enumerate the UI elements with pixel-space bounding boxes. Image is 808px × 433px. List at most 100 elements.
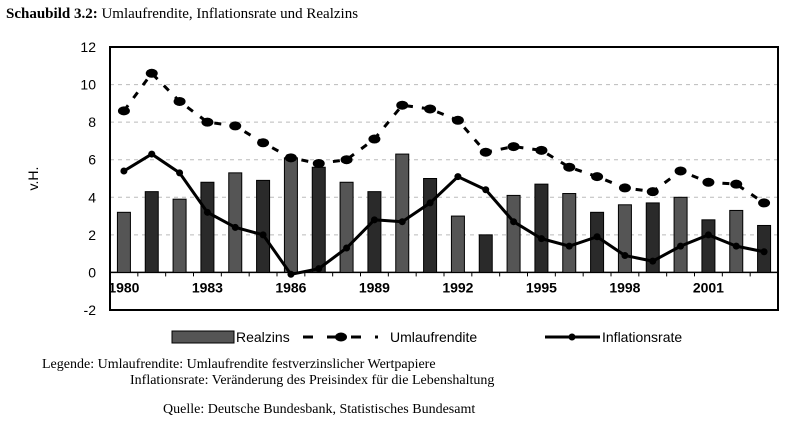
marker-inflationsrate — [426, 199, 434, 207]
legend-swatch-realzins — [171, 330, 235, 344]
source-note: Quelle: Deutsche Bundesbank, Statistisch… — [163, 402, 476, 417]
bar-realzins — [450, 215, 465, 273]
marker-inflationsrate — [510, 218, 518, 226]
figure-number: Schaubild 3.2: — [6, 6, 98, 22]
marker-umlaufrendite — [284, 153, 297, 163]
bar-realzins — [478, 234, 493, 273]
marker-inflationsrate — [370, 216, 378, 224]
bar-realzins — [200, 181, 215, 273]
marker-umlaufrendite — [591, 172, 604, 182]
legend-label-inflationsrate: Inflationsrate — [602, 329, 682, 345]
x-tick-label: 1983 — [192, 279, 223, 295]
legend-marker-inflationsrate — [568, 333, 576, 341]
y-tick-label: 12 — [80, 39, 96, 55]
marker-umlaufrendite — [618, 183, 631, 193]
marker-umlaufrendite — [758, 198, 771, 208]
line-umlaufrendite — [122, 71, 765, 205]
marker-inflationsrate — [148, 150, 156, 158]
y-tick-label: 6 — [88, 152, 96, 168]
y-tick-label: 0 — [88, 264, 96, 280]
y-tick-label: 2 — [88, 227, 96, 243]
bar-realzins — [645, 202, 660, 273]
bar-realzins — [172, 198, 187, 273]
x-tick-label: 2001 — [693, 279, 724, 295]
marker-inflationsrate — [287, 270, 295, 278]
x-tick-label: 1992 — [442, 279, 473, 295]
marker-inflationsrate — [760, 248, 768, 256]
marker-umlaufrendite — [396, 100, 409, 110]
bar-realzins — [395, 153, 410, 273]
marker-umlaufrendite — [340, 155, 353, 165]
x-tick-label: 1989 — [359, 279, 390, 295]
y-axis-label: v.H. — [25, 167, 41, 191]
marker-inflationsrate — [565, 242, 573, 250]
marker-umlaufrendite — [730, 179, 743, 189]
marker-inflationsrate — [176, 169, 184, 177]
bar-realzins — [506, 194, 521, 273]
legend-note-1: Legende: Umlaufrendite: Umlaufrendite fe… — [42, 357, 436, 372]
x-tick-label: 1980 — [108, 279, 139, 295]
plot-frame — [109, 46, 779, 311]
marker-umlaufrendite — [674, 166, 687, 176]
marker-umlaufrendite — [229, 121, 242, 131]
marker-inflationsrate — [315, 265, 323, 273]
bar-realzins — [534, 183, 549, 273]
chart: -2 0 2 4 6 8 10 12 v.H. 1980 1983 1986 1989 1992 1995 1… — [25, 39, 779, 345]
bar-realzins — [116, 211, 131, 273]
marker-inflationsrate — [482, 186, 490, 194]
marker-inflationsrate — [398, 218, 406, 226]
bar-realzins — [590, 211, 605, 273]
marker-umlaufrendite — [312, 158, 325, 168]
bar-realzins — [729, 209, 744, 273]
marker-umlaufrendite — [145, 68, 158, 78]
bar-realzins — [144, 191, 159, 273]
chart-title: Schaubild 3.2: Umlaufrendite, Inflations… — [6, 6, 358, 23]
marker-umlaufrendite — [563, 162, 576, 172]
line-inflationsrate — [123, 152, 765, 276]
bar-realzins — [367, 191, 382, 273]
marker-inflationsrate — [621, 252, 629, 260]
marker-umlaufrendite — [201, 117, 214, 127]
bar-realzins — [617, 204, 632, 273]
marker-inflationsrate — [704, 231, 712, 239]
legend-label-umlaufrendite: Umlaufrendite — [390, 329, 477, 345]
marker-umlaufrendite — [173, 96, 186, 106]
bar-realzins — [701, 219, 716, 273]
marker-umlaufrendite — [702, 177, 715, 187]
marker-inflationsrate — [454, 173, 462, 181]
bar-realzins — [256, 179, 271, 273]
marker-inflationsrate — [120, 167, 128, 175]
y-tick-label: 4 — [88, 189, 96, 205]
legend-marker-umlaufrendite — [335, 332, 347, 342]
y-tick-label: 10 — [80, 77, 96, 93]
marker-umlaufrendite — [646, 187, 659, 197]
y-tick-label: -2 — [84, 302, 97, 318]
marker-umlaufrendite — [507, 142, 520, 152]
legend-label-realzins: Realzins — [236, 329, 290, 345]
marker-umlaufrendite — [424, 104, 437, 114]
x-tick-label: 1995 — [526, 279, 557, 295]
marker-inflationsrate — [537, 235, 545, 243]
marker-umlaufrendite — [257, 138, 270, 148]
bar-realzins — [562, 193, 577, 273]
bar-realzins — [673, 196, 688, 273]
bar-realzins — [228, 172, 243, 273]
marker-inflationsrate — [343, 244, 351, 252]
bar-realzins — [283, 157, 298, 273]
marker-umlaufrendite — [479, 147, 492, 157]
marker-umlaufrendite — [451, 115, 464, 125]
title-text: Umlaufrendite, Inflationsrate und Realzi… — [101, 6, 359, 22]
legend-note-2: Inflationsrate: Veränderung des Preisind… — [130, 373, 495, 388]
bar-realzins — [423, 178, 438, 273]
y-tick-label: 8 — [88, 114, 96, 130]
x-tick-label: 1986 — [275, 279, 306, 295]
marker-inflationsrate — [259, 231, 267, 239]
bar-realzins — [339, 181, 354, 273]
marker-umlaufrendite — [535, 145, 548, 155]
marker-inflationsrate — [593, 233, 601, 241]
marker-umlaufrendite — [368, 134, 381, 144]
bar-realzins — [311, 166, 326, 273]
marker-inflationsrate — [677, 242, 685, 250]
marker-umlaufrendite — [117, 106, 130, 116]
marker-inflationsrate — [203, 208, 211, 216]
